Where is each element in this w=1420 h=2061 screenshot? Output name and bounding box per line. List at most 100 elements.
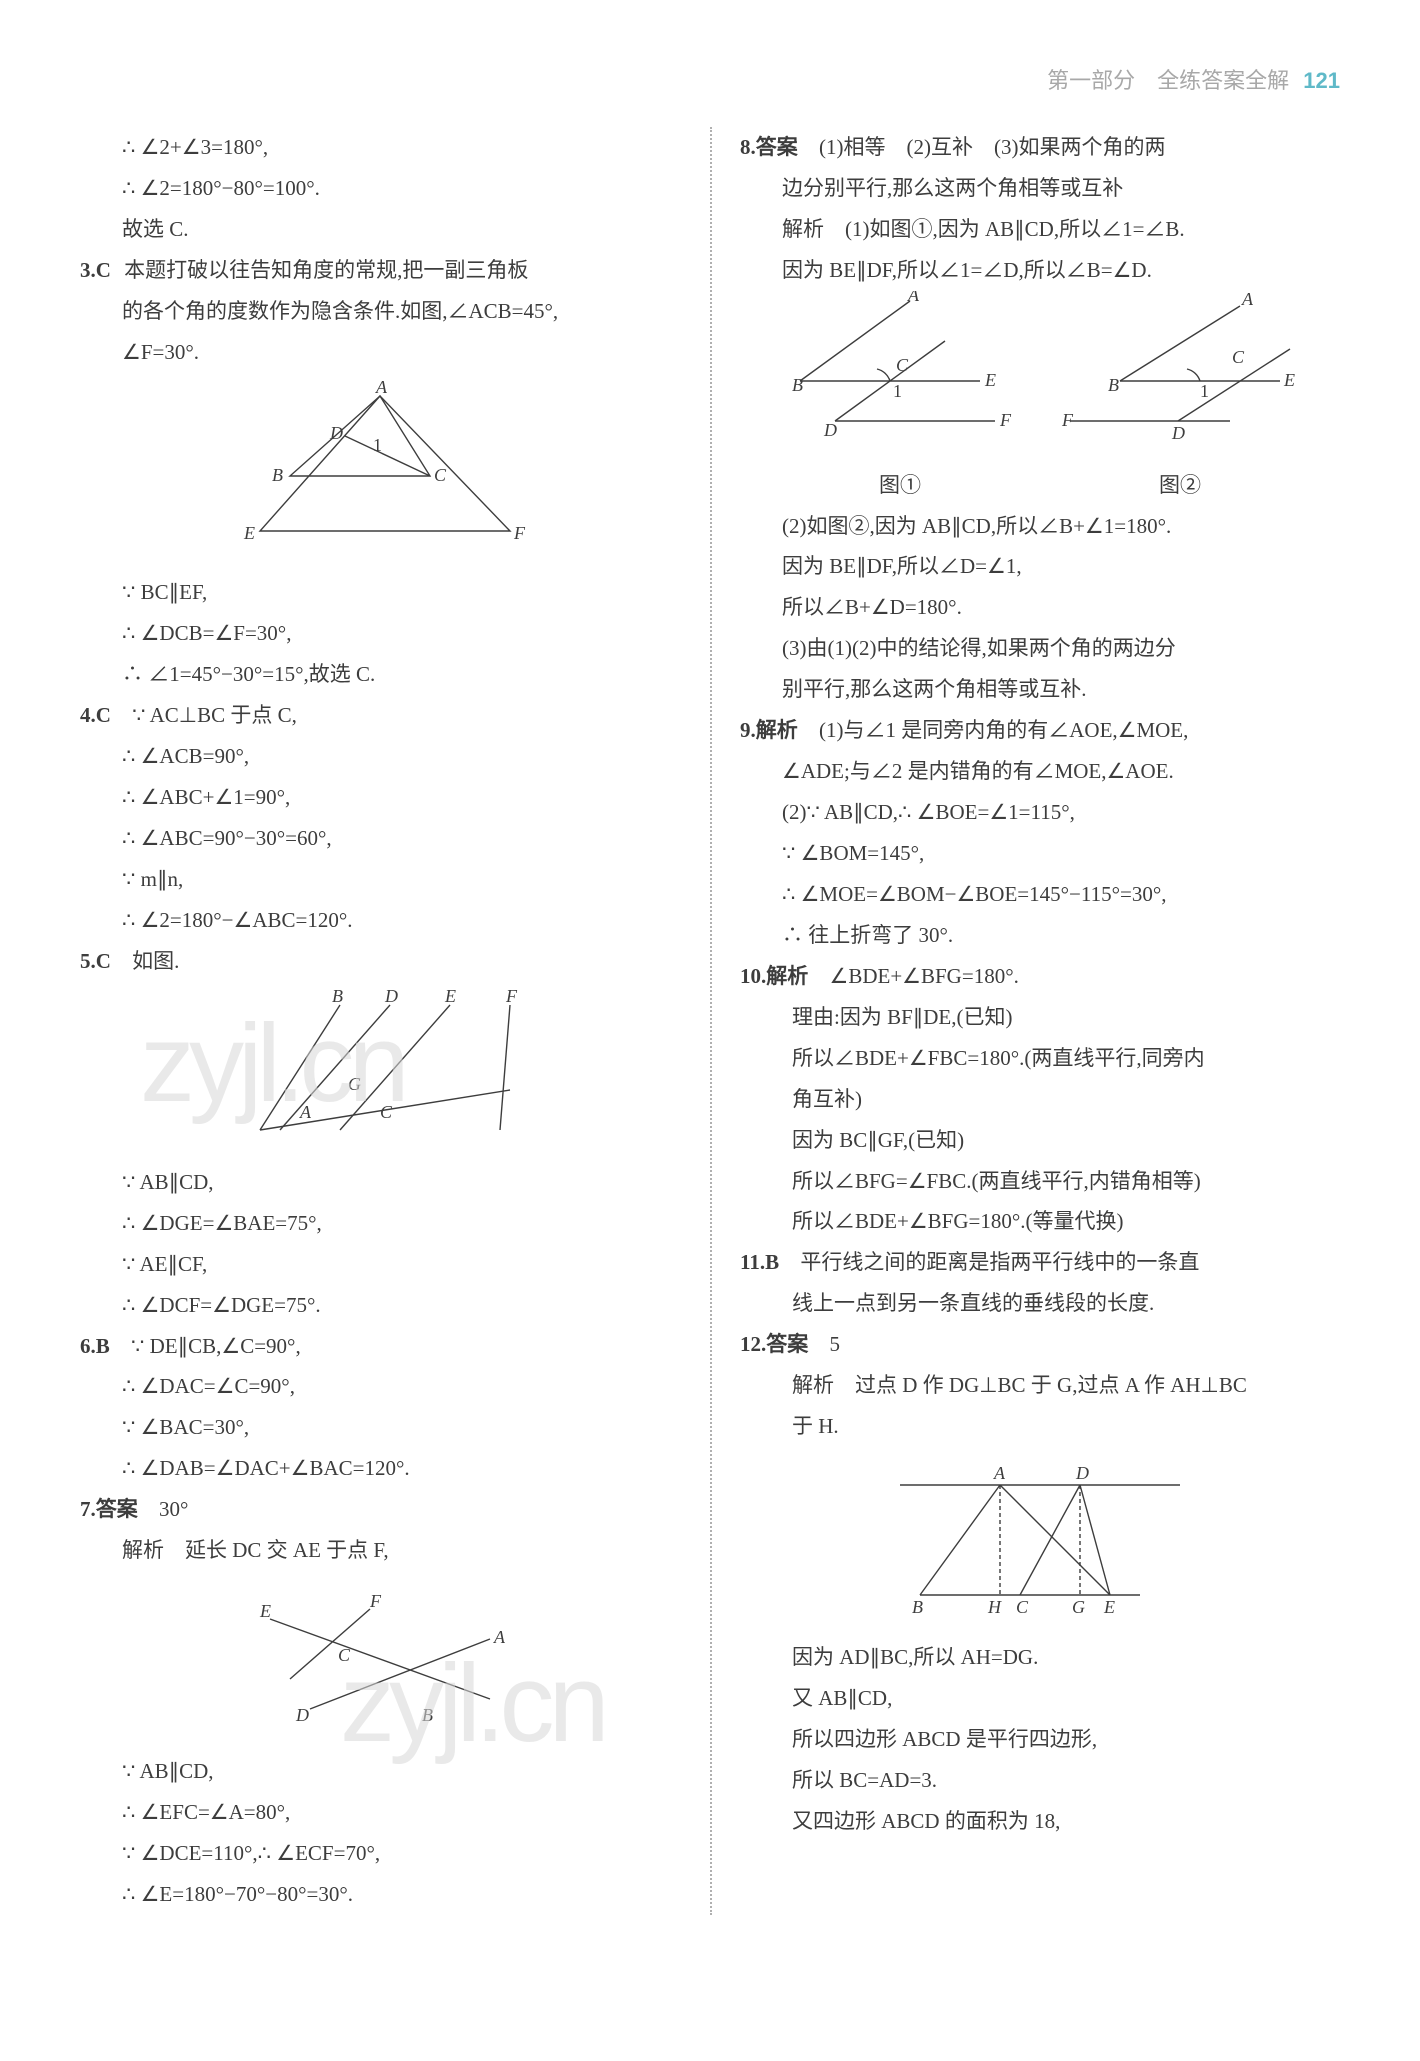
text-line: (2)如图②,因为 AB∥CD,所以∠B+∠1=180°.: [740, 506, 1340, 547]
q-label: 6.B: [80, 1334, 110, 1358]
text-line: 因为 BE∥DF,所以∠1=∠D,所以∠B=∠D.: [740, 250, 1340, 291]
q-label: 12.答案: [740, 1332, 808, 1356]
svg-text:A: A: [907, 291, 920, 305]
svg-text:G: G: [1072, 1597, 1085, 1615]
figure-q5: B D E F G A C: [80, 990, 680, 1154]
q4: 4.C ∵ AC⊥BC 于点 C,: [80, 695, 680, 736]
column-divider: [710, 127, 712, 1915]
text: (1)与∠1 是同旁内角的有∠AOE,∠MOE,: [819, 718, 1188, 742]
text-line: ∴ ∠DAC=∠C=90°,: [80, 1366, 680, 1407]
text-line: ∵ AB∥CD,: [80, 1751, 680, 1792]
figure-q8: AB C1 ED F 图①: [740, 291, 1340, 506]
svg-text:F: F: [369, 1591, 382, 1611]
svg-text:1: 1: [373, 435, 382, 455]
text: (1)相等 (2)互补 (3)如果两个角的两: [819, 135, 1165, 159]
text: ∵ AC⊥BC 于点 C,: [132, 703, 297, 727]
svg-text:D: D: [329, 423, 343, 443]
page-number: 121: [1303, 68, 1340, 93]
page-header: 第一部分 全练答案全解 121: [80, 60, 1340, 103]
q-label: 4.C: [80, 703, 111, 727]
svg-text:A: A: [375, 381, 388, 397]
text-line: 解析 延长 DC 交 AE 于点 F,: [80, 1530, 680, 1571]
text-line: 因为 BC∥GF,(已知): [740, 1120, 1340, 1161]
left-column: ∴ ∠2+∠3=180°, ∴ ∠2=180°−80°=100°. 故选 C. …: [80, 127, 710, 1915]
figure-q7: E F C A D B: [80, 1579, 680, 1743]
svg-text:C: C: [434, 465, 447, 485]
answer: 30°: [159, 1497, 188, 1521]
q7: 7.答案 30°: [80, 1489, 680, 1530]
text-line: 所以∠BDE+∠BFG=180°.(等量代换): [740, 1201, 1340, 1242]
text-line: 边分别平行,那么这两个角相等或互补: [740, 168, 1340, 209]
svg-text:E: E: [243, 523, 255, 543]
text-line: 角互补): [740, 1079, 1340, 1120]
text-line: ∵ ∠BOM=145°,: [740, 833, 1340, 874]
text-line: 所以∠BDE+∠FBC=180°.(两直线平行,同旁内: [740, 1038, 1340, 1079]
q11: 11.B 平行线之间的距离是指两平行线中的一条直: [740, 1242, 1340, 1283]
svg-text:1: 1: [1200, 381, 1209, 401]
text-line: ∴ ∠DAB=∠DAC+∠BAC=120°.: [80, 1448, 680, 1489]
text-line: ∴ ∠ABC+∠1=90°,: [80, 777, 680, 818]
q6: 6.B ∵ DE∥CB,∠C=90°,: [80, 1326, 680, 1367]
text-line: 理由:因为 BF∥DE,(已知): [740, 997, 1340, 1038]
text: 平行线之间的距离是指两平行线中的一条直: [800, 1250, 1199, 1274]
text-line: 解析 (1)如图①,因为 AB∥CD,所以∠1=∠B.: [740, 209, 1340, 250]
q10: 10.解析 ∠BDE+∠BFG=180°.: [740, 956, 1340, 997]
svg-text:1: 1: [893, 381, 902, 401]
svg-text:C: C: [380, 1102, 393, 1122]
text-line: 所以四边形 ABCD 是平行四边形,: [740, 1719, 1340, 1760]
svg-text:C: C: [1016, 1597, 1029, 1615]
text-line: ∴ 往上折弯了 30°.: [740, 915, 1340, 956]
text-line: ∴ ∠DCB=∠F=30°,: [80, 613, 680, 654]
text-line: 线上一点到另一条直线的垂线段的长度.: [740, 1283, 1340, 1324]
svg-text:F: F: [513, 523, 526, 543]
svg-text:D: D: [1075, 1463, 1089, 1483]
text-line: ∠F=30°.: [80, 332, 680, 373]
text-line: 又四边形 ABCD 的面积为 18,: [740, 1801, 1340, 1842]
svg-text:D: D: [823, 420, 837, 440]
text-line: 因为 BE∥DF,所以∠D=∠1,: [740, 546, 1340, 587]
svg-text:B: B: [912, 1597, 923, 1615]
text-line: ∴ ∠DCF=∠DGE=75°.: [80, 1285, 680, 1326]
text-line: ∴ ∠2+∠3=180°,: [80, 127, 680, 168]
svg-text:F: F: [505, 990, 518, 1006]
svg-text:B: B: [1108, 375, 1119, 395]
section-title: 第一部分 全练答案全解: [1047, 68, 1289, 93]
svg-text:E: E: [444, 990, 456, 1006]
text-line: ∴ ∠1=45°−30°=15°,故选 C.: [80, 654, 680, 695]
figure-q12: AD BH CG E: [740, 1455, 1340, 1629]
svg-text:G: G: [348, 1074, 361, 1094]
q9: 9.解析 (1)与∠1 是同旁内角的有∠AOE,∠MOE,: [740, 710, 1340, 751]
q-label: 3.C: [80, 258, 111, 282]
svg-text:D: D: [1171, 423, 1185, 443]
text-line: ∴ ∠EFC=∠A=80°,: [80, 1792, 680, 1833]
text-line: ∴ ∠ACB=90°,: [80, 736, 680, 777]
svg-text:A: A: [1241, 291, 1254, 309]
q-label: 7.答案: [80, 1497, 138, 1521]
text-line: 故选 C.: [80, 209, 680, 250]
svg-text:A: A: [299, 1102, 312, 1122]
svg-text:C: C: [338, 1645, 351, 1665]
text-line: ∴ ∠E=180°−70°−80°=30°.: [80, 1874, 680, 1915]
text-line: ∴ ∠2=180°−∠ABC=120°.: [80, 900, 680, 941]
svg-text:E: E: [984, 370, 996, 390]
text: ∵ DE∥CB,∠C=90°,: [131, 1334, 301, 1358]
svg-text:F: F: [999, 410, 1012, 430]
answer: 5: [830, 1332, 841, 1356]
text-line: 所以∠BFG=∠FBC.(两直线平行,内错角相等): [740, 1161, 1340, 1202]
svg-text:H: H: [987, 1597, 1002, 1615]
text-line: ∵ ∠DCE=110°,∴ ∠ECF=70°,: [80, 1833, 680, 1874]
text-line: 所以∠B+∠D=180°.: [740, 587, 1340, 628]
q5: 5.C 如图.: [80, 941, 680, 982]
q-label: 5.C: [80, 949, 111, 973]
text-line: 别平行,那么这两个角相等或互补.: [740, 669, 1340, 710]
svg-text:B: B: [792, 375, 803, 395]
q-label: 10.解析: [740, 964, 808, 988]
svg-text:D: D: [295, 1705, 309, 1725]
svg-text:D: D: [384, 990, 398, 1006]
q8: 8.答案 (1)相等 (2)互补 (3)如果两个角的两: [740, 127, 1340, 168]
text-line: ∴ ∠ABC=90°−30°=60°,: [80, 818, 680, 859]
text-line: ∠ADE;与∠2 是内错角的有∠MOE,∠AOE.: [740, 751, 1340, 792]
text-line: (3)由(1)(2)中的结论得,如果两个角的两边分: [740, 628, 1340, 669]
content-columns: ∴ ∠2+∠3=180°, ∴ ∠2=180°−80°=100°. 故选 C. …: [80, 127, 1340, 1915]
text-line: 又 AB∥CD,: [740, 1678, 1340, 1719]
